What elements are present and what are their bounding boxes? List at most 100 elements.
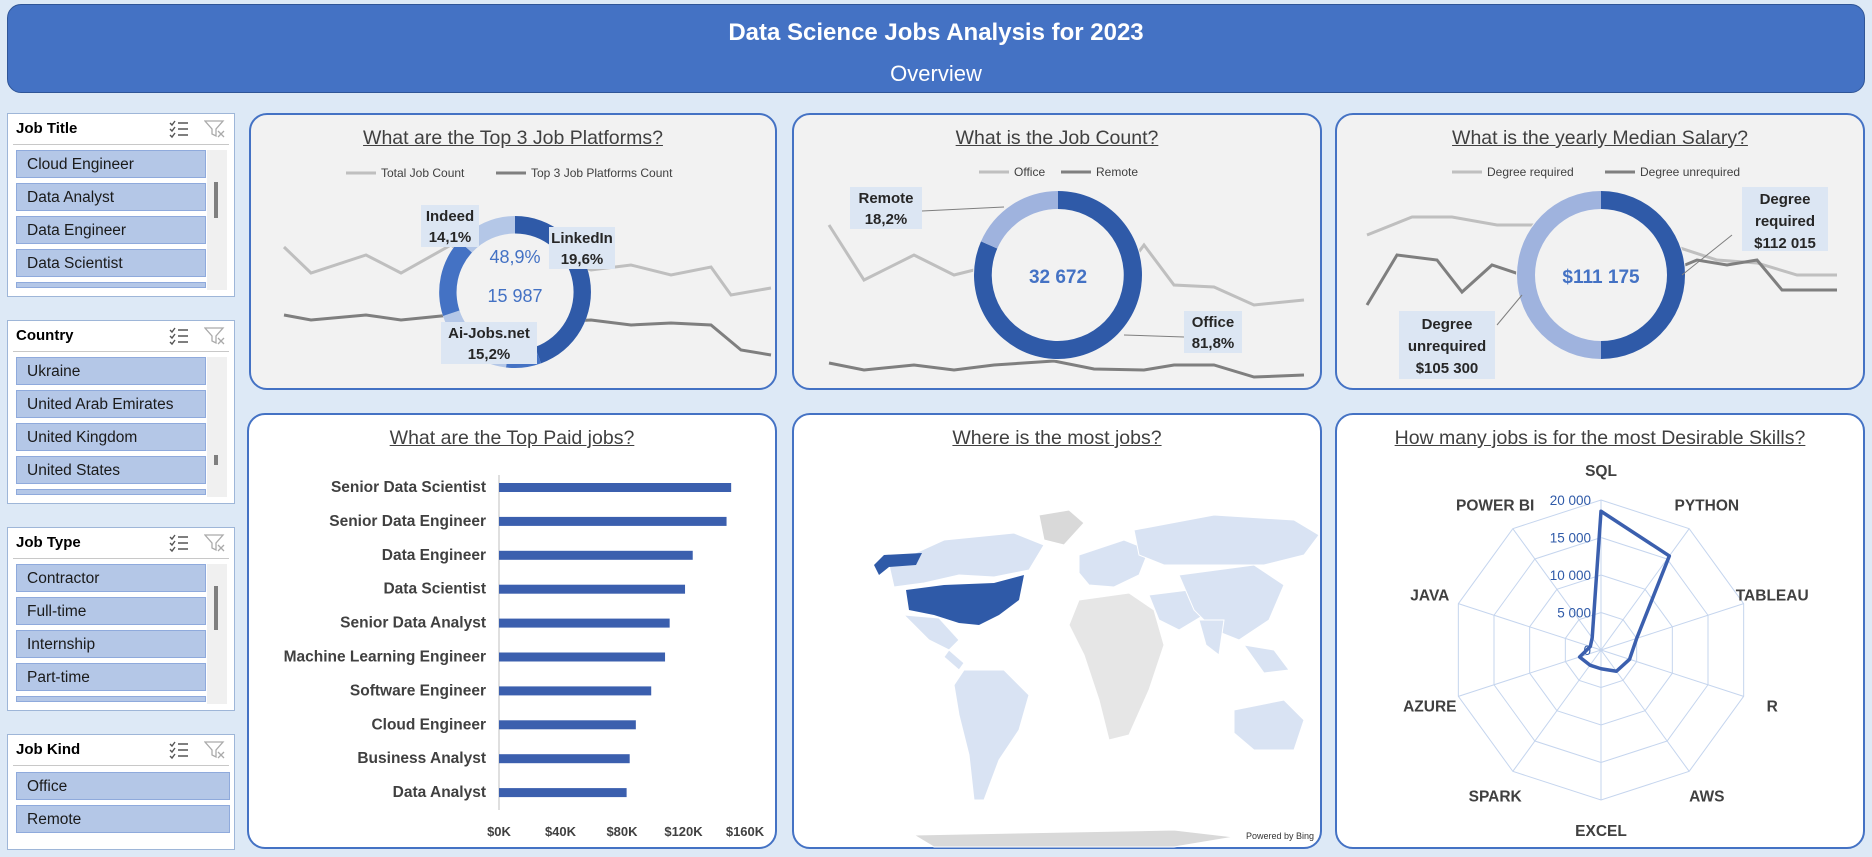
- label-ai-jobs: Ai-Jobs.net: [448, 325, 530, 342]
- radar-spoke: [1600, 528, 1690, 651]
- salary-median: $111 175: [1562, 267, 1640, 288]
- legend-remote: Remote: [1096, 165, 1138, 179]
- radar-axis-label: AZURE: [1403, 699, 1456, 716]
- legend-total: Total Job Count: [381, 166, 465, 180]
- radar-spoke: [1600, 649, 1744, 697]
- bar-category-label: Data Scientist: [383, 581, 486, 598]
- remote-line: [828, 359, 1305, 379]
- multi-select-icon[interactable]: [168, 533, 190, 553]
- radar-axis-label: PYTHON: [1675, 497, 1740, 514]
- slicer-item[interactable]: Data Scientist: [16, 249, 206, 277]
- slicer-header: Country: [16, 327, 74, 344]
- slicer-scrollbar[interactable]: [207, 564, 227, 704]
- slicer-item[interactable]: Contractor: [16, 564, 206, 592]
- slicer-job-kind: Job Kind Office Remote: [7, 734, 235, 850]
- dashboard-title: Data Science Jobs Analysis for 2023: [728, 19, 1144, 46]
- slicer-item[interactable]: Data Analyst: [16, 183, 206, 211]
- platforms-percent: 48,9%: [489, 247, 540, 267]
- salary-chart: Degree required Degree unrequired Degree…: [1365, 165, 1837, 379]
- slicer-item[interactable]: Cloud Engineer: [16, 150, 206, 178]
- bar-category-label: Cloud Engineer: [371, 716, 486, 733]
- world-map[interactable]: [794, 415, 1324, 851]
- map-antarctica: [912, 829, 1235, 848]
- card-job-count: What is the Job Count? Office Remote Rem…: [792, 113, 1322, 390]
- slicer-item[interactable]: United Arab Emirates: [16, 390, 206, 418]
- slicer-header: Job Kind: [16, 741, 81, 758]
- legend-top3: Top 3 Job Platforms Count: [531, 166, 673, 180]
- radar-axis-label: R: [1767, 699, 1778, 716]
- radar-series: [1577, 509, 1672, 673]
- bar: [499, 618, 670, 628]
- slicer-header: Job Type: [16, 534, 81, 551]
- scroll-thumb[interactable]: [214, 586, 218, 630]
- card-title: How many jobs is for the most Desirable …: [1394, 427, 1806, 449]
- multi-select-icon[interactable]: [168, 740, 190, 760]
- bar-tick-label: $120K: [664, 824, 703, 839]
- slicer-item[interactable]: United States: [16, 456, 206, 484]
- slicer-item[interactable]: Remote: [16, 805, 230, 833]
- slicer-item[interactable]: Data Engineer: [16, 216, 206, 244]
- slicer-header: Job Title: [16, 120, 78, 137]
- bar-tick-label: $40K: [545, 824, 577, 839]
- slicer-scrollbar[interactable]: [207, 357, 227, 497]
- skills-radar-chart: SQL PYTHON TABLEAU R AWS EXCEL SPARK AZURE JAVA P…: [1403, 463, 1809, 840]
- label-degree-unrequired-2: unrequired: [1408, 338, 1486, 355]
- slicer-item[interactable]: United Kingdom: [16, 423, 206, 451]
- slicer-item[interactable]: Full-time: [16, 597, 206, 625]
- bar-category-label: Machine Learning Engineer: [284, 649, 486, 666]
- radar-axis-label: AWS: [1689, 789, 1724, 806]
- map-africa: [1068, 592, 1165, 741]
- radar-spoke: [1458, 649, 1602, 697]
- radar-spoke: [1512, 528, 1602, 651]
- card-title: What is the yearly Median Salary?: [1452, 127, 1748, 149]
- scroll-thumb[interactable]: [214, 182, 218, 218]
- radar-axis-label: EXCEL: [1575, 823, 1627, 840]
- scroll-thumb[interactable]: [214, 455, 218, 465]
- bar-category-label: Business Analyst: [357, 750, 486, 767]
- job-count-donut: [973, 190, 1143, 360]
- map-central-america: [943, 649, 965, 671]
- legend-degree-unrequired: Degree unrequired: [1640, 165, 1740, 179]
- bar: [499, 584, 686, 594]
- slicer-item-partial[interactable]: [16, 282, 206, 288]
- bar-tick-label: $160K: [726, 824, 765, 839]
- slicer-item[interactable]: Ukraine: [16, 357, 206, 385]
- label-degree-unrequired-1: Degree: [1422, 316, 1473, 333]
- platforms-chart: Total Job Count Top 3 Job Platforms Coun…: [282, 166, 772, 369]
- slicer-item-partial[interactable]: [16, 489, 206, 495]
- value-remote: 18,2%: [865, 211, 908, 228]
- multi-select-icon[interactable]: [168, 119, 190, 139]
- clear-filter-icon[interactable]: [204, 326, 226, 346]
- bar: [499, 652, 666, 662]
- label-indeed: Indeed: [426, 208, 474, 225]
- card-title: What are the Top 3 Job Platforms?: [363, 127, 663, 149]
- slicer-item[interactable]: Office: [16, 772, 230, 800]
- radar-spoke: [1458, 603, 1602, 651]
- clear-filter-icon[interactable]: [204, 740, 226, 760]
- bar: [499, 686, 652, 696]
- radar-axis-label: POWER BI: [1456, 497, 1534, 514]
- clear-filter-icon[interactable]: [204, 119, 226, 139]
- multi-select-icon[interactable]: [168, 326, 190, 346]
- clear-filter-icon[interactable]: [204, 533, 226, 553]
- slicer-job-type: Job Type Contractor Full-time Internship…: [7, 527, 235, 711]
- dashboard-subtitle: Overview: [890, 61, 982, 86]
- bar-category-label: Software Engineer: [350, 682, 486, 699]
- slicer-scrollbar[interactable]: [207, 150, 227, 290]
- card-salary: What is the yearly Median Salary? Degree…: [1335, 113, 1865, 390]
- card-map: Where is the most jobs? Powered by Bing: [792, 413, 1322, 849]
- value-degree-unrequired: $105 300: [1416, 360, 1479, 377]
- slicer-item[interactable]: Part-time: [16, 663, 206, 691]
- bar-category-label: Data Analyst: [393, 784, 486, 801]
- map-attribution: Powered by Bing: [1245, 831, 1314, 841]
- map-alaska: [874, 553, 922, 575]
- label-office: Office: [1192, 314, 1235, 331]
- slicer-item[interactable]: Internship: [16, 630, 206, 658]
- label-remote: Remote: [858, 190, 913, 207]
- radar-tick-label: 15 000: [1550, 531, 1591, 546]
- dashboard-header: Data Science Jobs Analysis for 2023 Over…: [7, 4, 1865, 93]
- slicer-item-partial[interactable]: [16, 696, 206, 702]
- job-count-chart: Office Remote Remote 18,2% Office 81,8% …: [827, 165, 1305, 379]
- map-asia: [1178, 564, 1285, 641]
- bar: [499, 483, 732, 492]
